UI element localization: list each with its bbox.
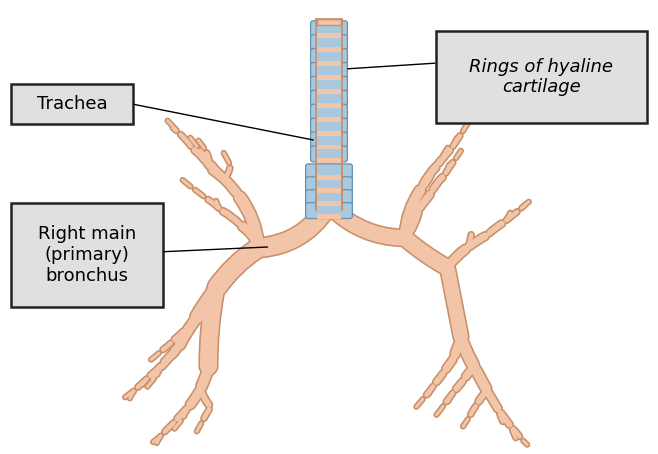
FancyBboxPatch shape — [311, 63, 347, 79]
FancyBboxPatch shape — [311, 104, 347, 120]
Bar — [316, 188, 342, 193]
FancyBboxPatch shape — [305, 164, 353, 180]
FancyBboxPatch shape — [311, 146, 347, 162]
Bar — [316, 103, 342, 108]
Bar — [316, 89, 342, 94]
Text: Right main
(primary)
bronchus: Right main (primary) bronchus — [38, 225, 136, 285]
Text: Trachea: Trachea — [37, 95, 107, 113]
Bar — [316, 131, 342, 136]
Bar — [316, 201, 342, 206]
Bar — [316, 75, 342, 80]
FancyBboxPatch shape — [311, 132, 347, 148]
Bar — [316, 33, 342, 38]
FancyBboxPatch shape — [305, 190, 353, 206]
FancyBboxPatch shape — [311, 76, 347, 92]
FancyBboxPatch shape — [311, 118, 347, 134]
FancyBboxPatch shape — [311, 21, 347, 37]
FancyBboxPatch shape — [436, 31, 647, 123]
FancyBboxPatch shape — [305, 202, 353, 218]
FancyBboxPatch shape — [311, 35, 347, 50]
Bar — [316, 214, 342, 219]
Bar — [316, 158, 342, 163]
Bar — [316, 144, 342, 149]
Bar — [316, 61, 342, 66]
FancyBboxPatch shape — [311, 49, 347, 64]
Bar — [316, 47, 342, 52]
FancyBboxPatch shape — [311, 90, 347, 106]
Text: Rings of hyaline
cartilage: Rings of hyaline cartilage — [469, 58, 613, 96]
Bar — [316, 117, 342, 122]
Bar — [316, 19, 342, 210]
FancyBboxPatch shape — [11, 203, 163, 306]
Bar — [317, 19, 341, 25]
Bar — [316, 175, 342, 180]
FancyBboxPatch shape — [11, 84, 133, 123]
FancyBboxPatch shape — [305, 177, 353, 192]
